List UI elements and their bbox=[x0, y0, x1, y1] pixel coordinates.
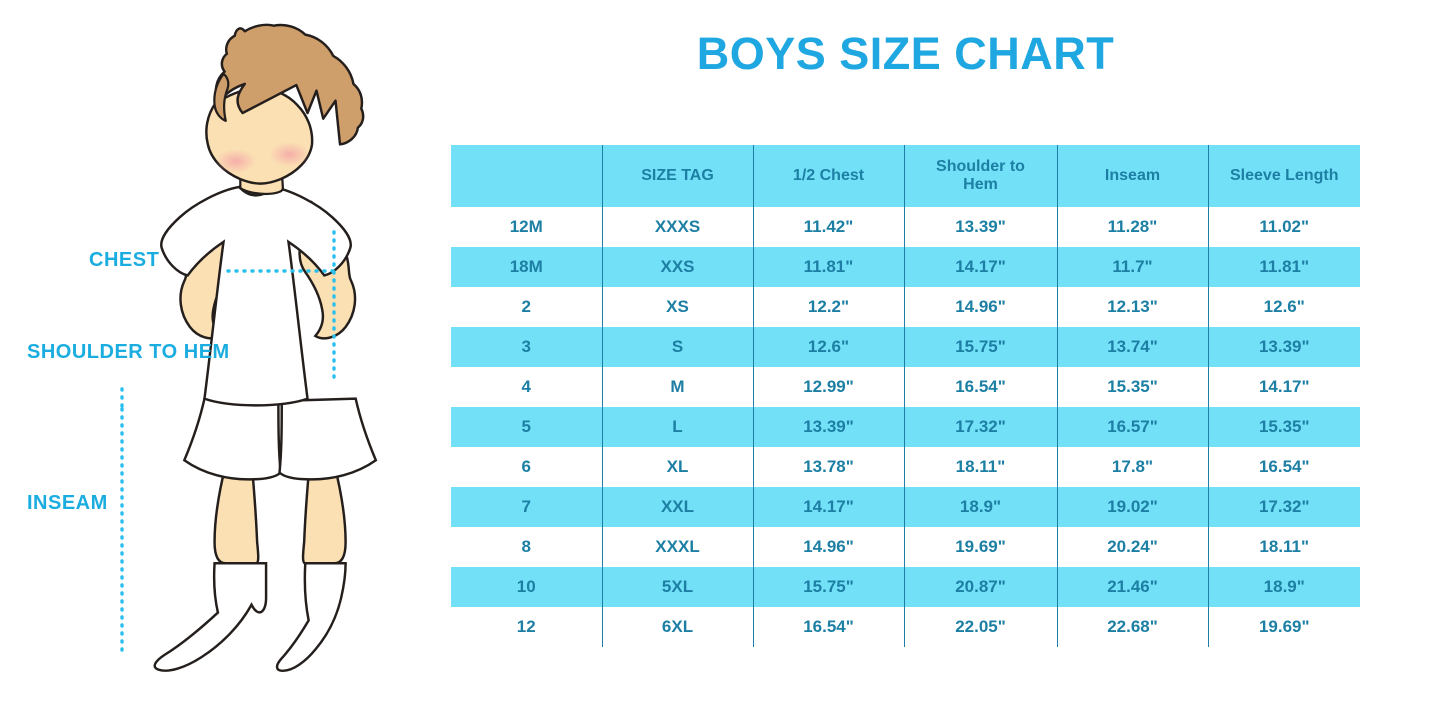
svg-text:SHOULDER TO HEM: SHOULDER TO HEM bbox=[27, 341, 230, 363]
svg-text:CHEST: CHEST bbox=[89, 249, 159, 271]
svg-text:INSEAM: INSEAM bbox=[27, 492, 108, 514]
